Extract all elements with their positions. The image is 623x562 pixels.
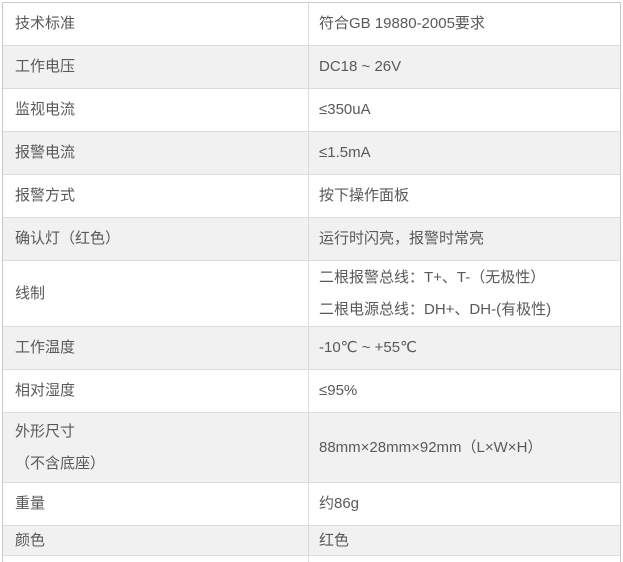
table-row-monitoring-current: 监视电流 ≤350uA bbox=[3, 89, 620, 132]
spec-label: 报警方式 bbox=[3, 175, 309, 217]
spec-value-line: 二根报警总线：T+、T-（无极性） bbox=[319, 268, 546, 286]
spec-label: 技术标准 bbox=[3, 3, 309, 45]
table-row-dimensions: 外形尺寸 （不含底座） 88mm×28mm×92mm（L×W×H） bbox=[3, 413, 620, 483]
spec-label: 颜色 bbox=[3, 526, 309, 555]
spec-value: 按下操作面板 bbox=[319, 187, 410, 204]
table-row-tech-standard: 技术标准 符合GB 19880-2005要求 bbox=[3, 3, 620, 46]
table-row-weight: 重量 约86g bbox=[3, 483, 620, 526]
spec-label: 线制 bbox=[3, 261, 309, 326]
spec-value-line: 二根电源总线：DH+、DH-(有极性) bbox=[319, 300, 552, 318]
spec-label-line: 外形尺寸 bbox=[15, 422, 76, 440]
spec-label: 工作电压 bbox=[3, 46, 309, 88]
table-row-alarm-current: 报警电流 ≤1.5mA bbox=[3, 132, 620, 175]
table-row-working-voltage: 工作电压 DC18 ~ 26V bbox=[3, 46, 620, 89]
spec-value: 运行时闪亮，报警时常亮 bbox=[319, 230, 485, 247]
spec-value: 符合GB 19880-2005要求 bbox=[319, 15, 485, 32]
table-row-alarm-method: 报警方式 按下操作面板 bbox=[3, 175, 620, 218]
spec-value: -10℃ ~ +55℃ bbox=[319, 339, 417, 356]
table-row-working-temperature: 工作温度 -10℃ ~ +55℃ bbox=[3, 327, 620, 370]
spec-label: 相对湿度 bbox=[3, 370, 309, 412]
spec-value: 红色 bbox=[319, 531, 350, 549]
table-row-wiring: 线制 二根报警总线：T+、T-（无极性） 二根电源总线：DH+、DH-(有极性) bbox=[3, 261, 620, 327]
spec-label: 监视电流 bbox=[3, 89, 309, 131]
spec-label: 报警电流 bbox=[3, 132, 309, 174]
spec-value: ≤350uA bbox=[319, 101, 371, 118]
table-row-relative-humidity: 相对湿度 ≤95% bbox=[3, 370, 620, 413]
cropped-next-row bbox=[3, 556, 620, 562]
spec-value: 二根报警总线：T+、T-（无极性） 二根电源总线：DH+、DH-(有极性) bbox=[309, 261, 620, 326]
spec-value: DC18 ~ 26V bbox=[319, 58, 402, 75]
spec-label-line: （不含底座） bbox=[15, 454, 106, 472]
spec-value: ≤1.5mA bbox=[319, 144, 371, 161]
cropped-next-row-label-cell bbox=[3, 556, 309, 562]
spec-label: 外形尺寸 （不含底座） bbox=[3, 413, 309, 482]
spec-label: 重量 bbox=[3, 483, 309, 525]
spec-value: ≤95% bbox=[319, 382, 358, 399]
spec-value: 88mm×28mm×92mm（L×W×H） bbox=[319, 438, 543, 456]
table-row-confirm-light: 确认灯（红色） 运行时闪亮，报警时常亮 bbox=[3, 218, 620, 261]
spec-value: 约86g bbox=[319, 495, 360, 512]
spec-label: 确认灯（红色） bbox=[3, 218, 309, 260]
spec-label: 工作温度 bbox=[3, 327, 309, 369]
table-row-color: 颜色 红色 bbox=[3, 526, 620, 556]
